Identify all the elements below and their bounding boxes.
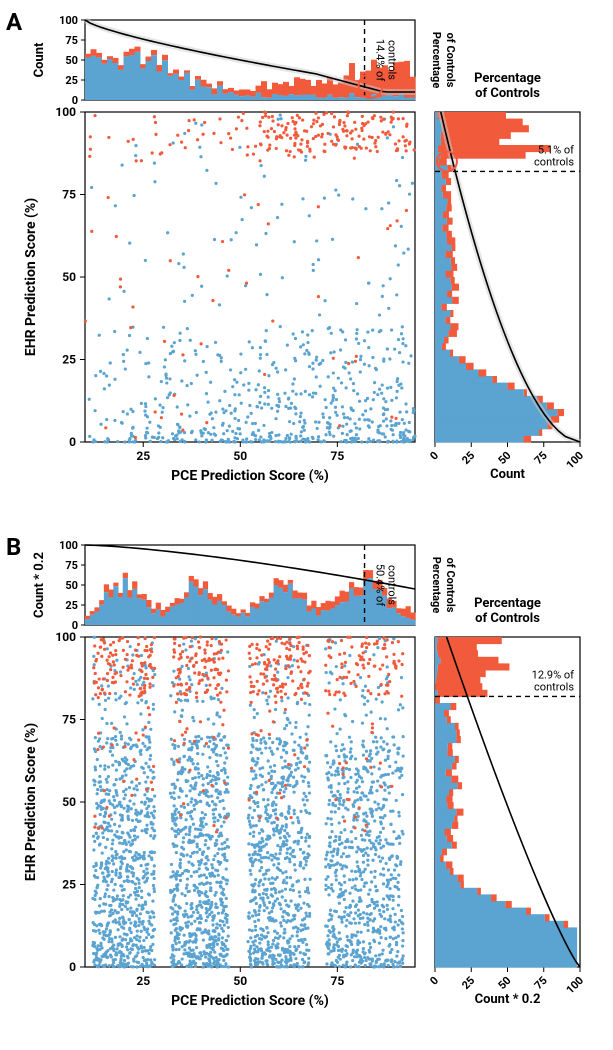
svg-text:75: 75 xyxy=(65,559,78,572)
svg-text:100: 100 xyxy=(564,449,587,472)
svg-text:Percentage: Percentage xyxy=(430,32,443,89)
svg-text:75: 75 xyxy=(532,449,550,467)
svg-text:PCE Prediction Score (%): PCE Prediction Score (%) xyxy=(171,993,329,1009)
svg-text:EHR Prediction Score (%): EHR Prediction Score (%) xyxy=(23,723,39,881)
svg-text:75: 75 xyxy=(62,188,76,202)
svg-text:0: 0 xyxy=(69,960,76,974)
svg-text:of Controls: of Controls xyxy=(475,86,540,101)
svg-text:50: 50 xyxy=(496,449,514,467)
svg-text:75: 75 xyxy=(330,974,344,988)
svg-text:25: 25 xyxy=(62,878,76,892)
svg-text:50: 50 xyxy=(65,54,78,67)
svg-text:75: 75 xyxy=(65,34,78,47)
svg-text:75: 75 xyxy=(330,449,344,463)
svg-text:100: 100 xyxy=(59,14,78,27)
svg-text:14.4% of: 14.4% of xyxy=(374,39,387,82)
svg-text:25: 25 xyxy=(62,353,76,367)
svg-text:25: 25 xyxy=(136,974,150,988)
svg-text:50: 50 xyxy=(62,270,76,284)
svg-text:Count: Count xyxy=(490,467,525,482)
svg-text:EHR Prediction Score (%): EHR Prediction Score (%) xyxy=(23,198,39,356)
svg-text:25: 25 xyxy=(65,74,78,87)
svg-text:Percentage: Percentage xyxy=(430,557,443,614)
svg-text:50: 50 xyxy=(233,449,247,463)
svg-text:of Controls: of Controls xyxy=(444,33,457,88)
panel-letter-B: B xyxy=(6,533,21,561)
svg-text:25: 25 xyxy=(65,599,78,612)
svg-text:75: 75 xyxy=(62,713,76,727)
panel-letter-A: A xyxy=(6,8,23,36)
svg-text:Percentage: Percentage xyxy=(474,71,541,86)
svg-text:0: 0 xyxy=(427,449,441,463)
svg-text:25: 25 xyxy=(136,449,150,463)
svg-text:50: 50 xyxy=(233,974,247,988)
svg-text:Count: Count xyxy=(32,42,47,77)
svg-text:25: 25 xyxy=(459,449,477,467)
svg-text:of Controls: of Controls xyxy=(444,558,457,613)
svg-text:PCE Prediction Score (%): PCE Prediction Score (%) xyxy=(171,468,329,484)
svg-text:controls: controls xyxy=(386,40,399,80)
svg-text:50: 50 xyxy=(62,795,76,809)
svg-text:50: 50 xyxy=(65,579,78,592)
svg-text:100: 100 xyxy=(59,539,78,552)
svg-text:100: 100 xyxy=(55,105,76,119)
svg-text:0: 0 xyxy=(69,435,76,449)
svg-text:controls: controls xyxy=(534,155,574,168)
svg-text:100: 100 xyxy=(55,630,76,644)
svg-text:Count * 0.2: Count * 0.2 xyxy=(32,552,47,618)
svg-text:controls: controls xyxy=(386,565,399,605)
svg-text:50.4% of: 50.4% of xyxy=(374,564,387,607)
